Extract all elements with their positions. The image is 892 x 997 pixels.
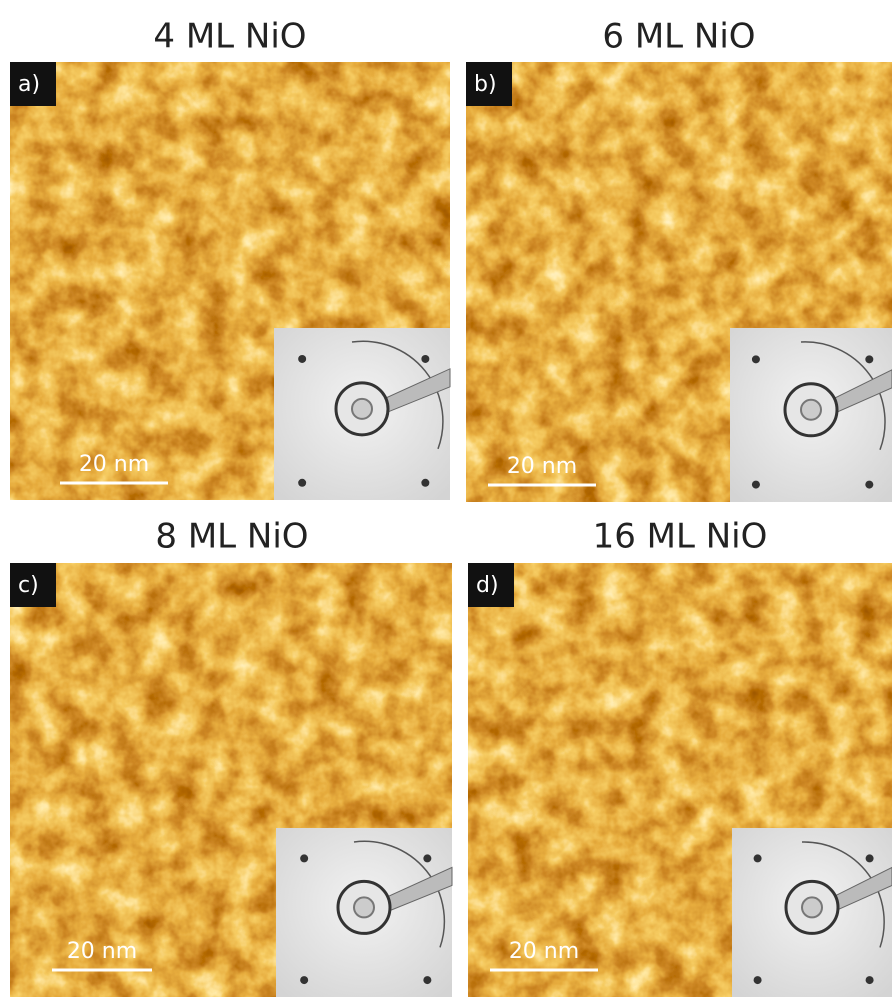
- electron-gun-inner: [801, 400, 821, 420]
- scale-bar-label: 20 nm: [507, 454, 577, 479]
- electron-gun-inner: [802, 897, 822, 917]
- leed-spot: [754, 976, 762, 984]
- leed-spot: [865, 355, 873, 363]
- panel-title: 4 ML NiO: [153, 17, 306, 57]
- panel-label: a): [18, 72, 40, 97]
- panel-title: 8 ML NiO: [155, 517, 308, 557]
- leed-spot: [298, 355, 306, 363]
- panel-label: b): [474, 72, 497, 97]
- scale-bar-label: 20 nm: [79, 452, 149, 477]
- leed-spot: [752, 355, 760, 363]
- panel-label: c): [18, 573, 39, 598]
- figure: 4 ML NiO a) 20 nm 6 ML NiO b) 20 nm 8 ML NiO c)…: [0, 0, 892, 997]
- panel-title: 16 ML NiO: [593, 517, 768, 557]
- leed-spot: [300, 854, 308, 862]
- leed-spot: [865, 481, 873, 489]
- leed-spot: [866, 976, 874, 984]
- scale-bar-label: 20 nm: [67, 939, 137, 964]
- panel-label: d): [476, 573, 499, 598]
- leed-spot: [300, 976, 308, 984]
- electron-gun-inner: [352, 399, 372, 419]
- leed-spot: [423, 854, 431, 862]
- electron-gun-inner: [354, 897, 374, 917]
- leed-spot: [752, 481, 760, 489]
- leed-spot: [421, 479, 429, 487]
- leed-spot: [866, 854, 874, 862]
- leed-spot: [754, 854, 762, 862]
- leed-spot: [423, 976, 431, 984]
- panel-title: 6 ML NiO: [602, 17, 755, 57]
- leed-spot: [298, 479, 306, 487]
- leed-spot: [421, 355, 429, 363]
- scale-bar-label: 20 nm: [509, 939, 579, 964]
